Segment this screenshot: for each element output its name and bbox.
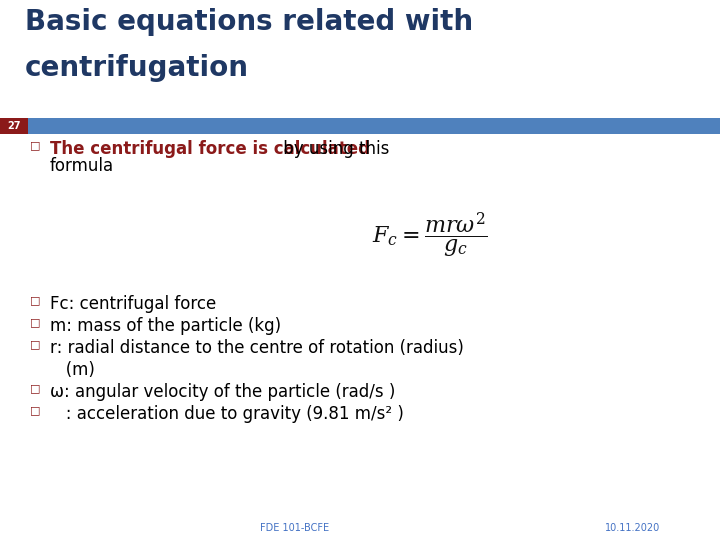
Bar	[0, 118, 720, 134]
Text: by using this: by using this	[277, 140, 389, 158]
Text: : acceleration due to gravity (9.81 m/s² ): : acceleration due to gravity (9.81 m/s²…	[50, 405, 404, 423]
Text: m: mass of the particle (kg): m: mass of the particle (kg)	[50, 317, 281, 335]
Text: 10.11.2020: 10.11.2020	[605, 523, 660, 533]
Text: ω: angular velocity of the particle (rad/s ): ω: angular velocity of the particle (rad…	[50, 383, 395, 401]
Bar	[0, 118, 28, 134]
Text: Basic equations related with: Basic equations related with	[25, 8, 473, 36]
Text: □: □	[30, 339, 40, 349]
Text: r: radial distance to the centre of rotation (radius): r: radial distance to the centre of rota…	[50, 339, 464, 357]
Text: FDE 101-BCFE: FDE 101-BCFE	[261, 523, 330, 533]
Text: □: □	[30, 140, 40, 150]
Text: □: □	[30, 317, 40, 327]
Text: (m): (m)	[50, 361, 95, 379]
Text: The centrifugal force is calculated: The centrifugal force is calculated	[50, 140, 370, 158]
Text: □: □	[30, 383, 40, 393]
Text: formula: formula	[50, 157, 114, 175]
Text: centrifugation: centrifugation	[25, 54, 249, 82]
Text: □: □	[30, 405, 40, 415]
Text: 27: 27	[7, 121, 21, 131]
Text: $F_c = \dfrac{mr\omega^2}{g_c}$: $F_c = \dfrac{mr\omega^2}{g_c}$	[372, 211, 487, 260]
Text: □: □	[30, 295, 40, 305]
Text: Fc: centrifugal force: Fc: centrifugal force	[50, 295, 216, 313]
